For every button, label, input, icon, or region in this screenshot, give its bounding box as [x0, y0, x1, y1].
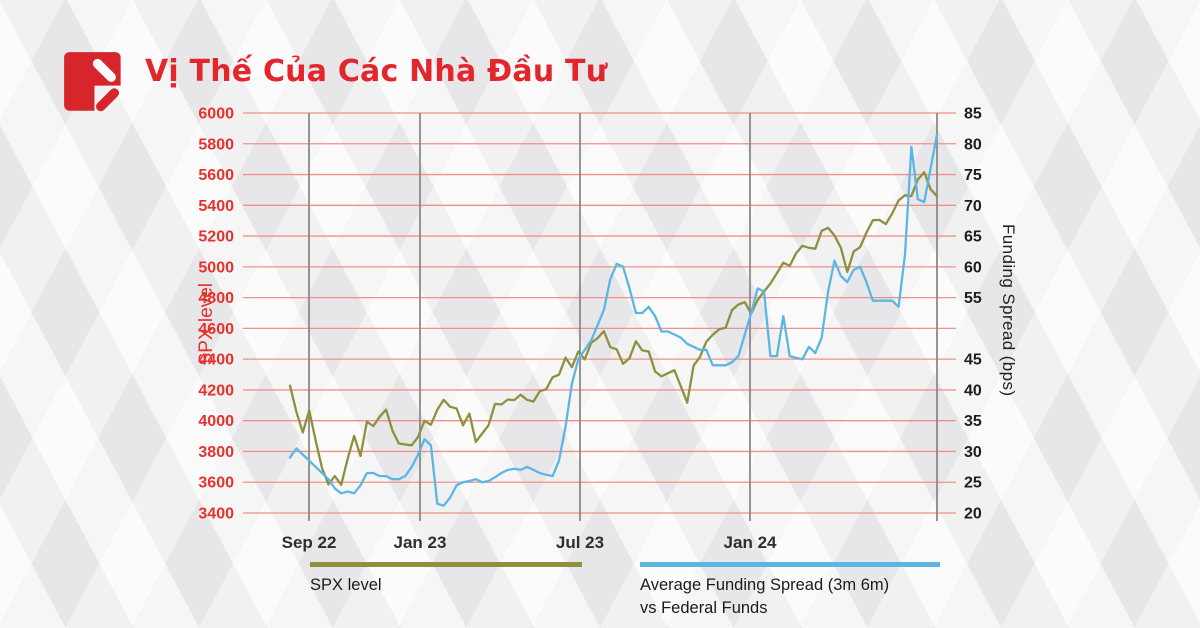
- right-axis-tick-label: 35: [964, 413, 982, 430]
- brand-logo: [64, 52, 121, 112]
- right-axis-tick-label: 75: [964, 167, 982, 184]
- x-axis-tick-label: Jan 24: [724, 533, 777, 552]
- left-axis-title: SPX level: [196, 283, 217, 366]
- right-axis-tick-label: 25: [964, 475, 982, 492]
- x-axis-tick-label: Jan 23: [394, 533, 447, 552]
- brand-logo-slash2-icon: [96, 88, 120, 112]
- brand-logo-slash-icon: [92, 58, 116, 82]
- left-axis-tick-label: 3800: [198, 444, 234, 461]
- left-axis-tick-label: 4000: [198, 413, 234, 430]
- legend-item-spx: SPX level: [310, 562, 582, 597]
- right-axis-tick-label: 70: [964, 198, 982, 215]
- right-axis-tick-label: 30: [964, 444, 982, 461]
- left-axis-tick-label: 5200: [198, 229, 234, 246]
- left-axis-tick-label: 4400: [198, 352, 234, 369]
- right-axis-tick-label: 85: [964, 106, 982, 123]
- right-axis-tick-label: 80: [964, 136, 982, 153]
- right-axis-tick-label: 65: [964, 229, 982, 246]
- left-axis-tick-label: 5400: [198, 198, 234, 215]
- right-axis-tick-label: 40: [964, 382, 982, 399]
- left-axis-tick-label: 6000: [198, 106, 234, 123]
- spx-line: [288, 171, 939, 486]
- legend-item-funding-spread: Average Funding Spread (3m 6m) vs Federa…: [640, 562, 940, 620]
- funding-spread-legend-label-line1: Average Funding Spread (3m 6m): [640, 576, 890, 594]
- left-axis-tick-label: 5000: [198, 259, 234, 276]
- left-axis-tick-label: 5600: [198, 167, 234, 184]
- page-title: Vị Thế Của Các Nhà Đầu Tư: [145, 54, 608, 89]
- funding-spread-legend-label-line2: vs Federal Funds: [640, 599, 768, 618]
- right-axis-tick-label: 20: [964, 506, 982, 523]
- left-axis-tick-label: 3400: [198, 506, 234, 523]
- spx-legend-label: SPX level: [310, 576, 382, 594]
- funding-spread-line: [288, 133, 939, 507]
- right-axis-title: Funding Spread (bps): [999, 224, 1018, 397]
- left-axis-tick-label: 4200: [198, 382, 234, 399]
- funding-spread-legend-swatch: [640, 562, 940, 567]
- right-axis-tick-label: 55: [964, 290, 982, 307]
- left-axis-tick-label: 4800: [198, 290, 234, 307]
- right-axis-tick-label: 45: [964, 352, 982, 369]
- left-axis-tick-label: 5800: [198, 136, 234, 153]
- x-axis-tick-label: Jul 23: [556, 533, 604, 552]
- x-axis-tick-label: Sep 22: [282, 533, 337, 552]
- left-axis-tick-label: 4600: [198, 321, 234, 338]
- left-axis-tick-label: 3600: [198, 475, 234, 492]
- right-axis-tick-label: 60: [964, 259, 982, 276]
- spx-legend-swatch: [310, 562, 582, 567]
